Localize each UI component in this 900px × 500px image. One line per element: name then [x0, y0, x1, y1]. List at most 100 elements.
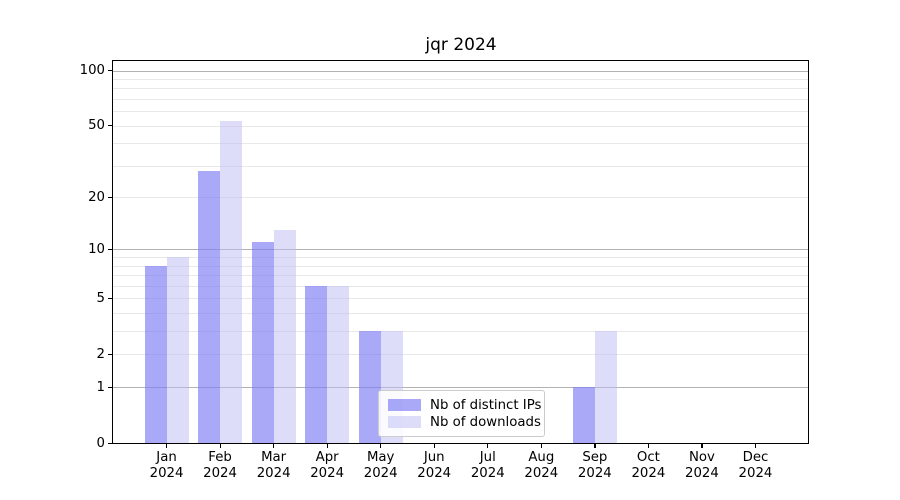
gridline-minor-50 [113, 125, 809, 127]
bar-layer [113, 61, 809, 443]
x-tick-month: Nov [688, 450, 715, 465]
x-tick-year: 2024 [685, 466, 719, 481]
x-tick-label-jun: Jun 2024 [406, 450, 462, 482]
gridline-minor-9 [113, 257, 809, 259]
gridline-minor-90 [113, 78, 809, 80]
y-tick-mark-100 [108, 70, 112, 72]
chart-title: jqr 2024 [425, 35, 497, 55]
y-tick-mark-2 [108, 353, 112, 356]
x-tick-year: 2024 [577, 466, 612, 481]
bar-distinct-ips-sep [572, 387, 595, 443]
x-tick-month: Jul [479, 450, 496, 465]
x-tick-month: Mar [261, 450, 287, 465]
x-tick-mark-jul [487, 444, 489, 448]
x-tick-label-apr: Apr 2024 [299, 450, 355, 482]
gridline-minor-5 [113, 298, 809, 300]
x-tick-month: Jun [423, 450, 445, 465]
gridline-minor-8 [113, 265, 809, 267]
x-tick-mark-mar [273, 444, 275, 448]
legend: Nb of distinct IPs Nb of downloads [378, 390, 545, 437]
y-tick-label-100: 100 [79, 63, 105, 79]
x-tick-year: 2024 [256, 466, 291, 481]
y-tick-label-0: 0 [96, 435, 105, 451]
gridline-minor-80 [113, 88, 809, 90]
y-tick-label-50: 50 [88, 118, 105, 134]
bar-downloads-feb [220, 121, 243, 443]
gridline-minor-20 [113, 197, 809, 199]
y-tick-mark-50 [108, 125, 112, 127]
gridline-major-1 [113, 387, 809, 389]
x-tick-month: Sep [582, 450, 608, 465]
y-tick-label-20: 20 [88, 189, 105, 205]
gridline-minor-2 [113, 354, 809, 356]
legend-label-downloads: Nb of downloads [430, 414, 541, 430]
y-tick-label-5: 5 [96, 290, 105, 306]
x-tick-label-jul: Jul 2024 [460, 450, 516, 482]
x-tick-year: 2024 [363, 466, 398, 481]
x-tick-mark-aug [540, 444, 542, 448]
x-tick-mark-sep [594, 444, 596, 448]
x-tick-year: 2024 [470, 466, 505, 481]
x-tick-mark-nov [701, 444, 703, 448]
y-tick-mark-10 [108, 248, 112, 251]
y-tick-mark-1 [108, 386, 112, 388]
bar-distinct-ips-jan [144, 265, 167, 443]
gridline-minor-7 [113, 275, 809, 277]
bar-downloads-mar [273, 230, 296, 443]
x-tick-year: 2024 [631, 466, 666, 481]
x-tick-month: Feb [208, 450, 232, 465]
x-tick-month: Jan [156, 450, 177, 465]
x-tick-mark-dec [754, 444, 757, 448]
legend-item-downloads: Nb of downloads [388, 414, 541, 430]
x-tick-label-sep: Sep 2024 [567, 450, 623, 482]
legend-item-distinct-ips: Nb of distinct IPs [388, 397, 541, 413]
x-tick-label-jan: Jan 2024 [139, 450, 195, 482]
y-tick-mark-20 [108, 196, 112, 198]
gridline-major-100 [113, 70, 809, 72]
y-tick-label-2: 2 [96, 346, 105, 362]
gridline-minor-60 [113, 111, 809, 113]
x-tick-year: 2024 [149, 466, 184, 481]
bar-distinct-ips-apr [305, 285, 328, 443]
x-tick-label-oct: Oct 2024 [620, 450, 676, 482]
bar-distinct-ips-mar [251, 242, 274, 443]
x-tick-year: 2024 [203, 466, 237, 481]
bar-downloads-sep [594, 331, 617, 443]
y-tick-mark-5 [108, 297, 112, 300]
x-tick-year: 2024 [417, 466, 452, 481]
x-tick-label-dec: Dec 2024 [727, 450, 783, 482]
gridline-minor-30 [113, 165, 809, 167]
x-tick-mark-may [380, 444, 382, 448]
x-tick-mark-oct [647, 444, 650, 448]
x-tick-label-aug: Aug 2024 [513, 450, 569, 482]
gridline-minor-6 [113, 285, 809, 287]
legend-label-distinct-ips: Nb of distinct IPs [430, 397, 542, 413]
bar-downloads-jan [166, 257, 189, 443]
x-tick-mark-jun [433, 444, 435, 448]
x-tick-year: 2024 [738, 466, 773, 481]
x-tick-label-nov: Nov 2024 [674, 450, 730, 482]
y-tick-label-1: 1 [96, 379, 105, 395]
bar-distinct-ips-may [358, 331, 381, 443]
gridline-minor-4 [113, 313, 809, 315]
x-tick-mark-feb [219, 444, 221, 448]
legend-swatch-downloads [388, 416, 421, 428]
x-tick-mark-apr [326, 444, 328, 448]
x-tick-month: Aug [528, 450, 555, 465]
gridline-minor-3 [113, 331, 809, 333]
grid-layer [113, 61, 809, 443]
gridline-minor-70 [113, 99, 809, 100]
gridline-minor-40 [113, 143, 809, 145]
x-tick-year: 2024 [524, 466, 559, 481]
x-tick-month: Oct [636, 450, 660, 465]
x-tick-label-mar: Mar 2024 [246, 450, 302, 482]
x-tick-month: Apr [315, 450, 339, 465]
x-tick-month: May [366, 450, 395, 465]
bar-downloads-apr [327, 285, 350, 443]
x-tick-month: Dec [742, 450, 769, 465]
y-tick-label-10: 10 [88, 241, 105, 257]
x-tick-mark-jan [166, 444, 168, 448]
bar-distinct-ips-feb [198, 171, 221, 443]
x-tick-label-feb: Feb 2024 [192, 450, 248, 482]
y-tick-mark-0 [108, 442, 112, 444]
